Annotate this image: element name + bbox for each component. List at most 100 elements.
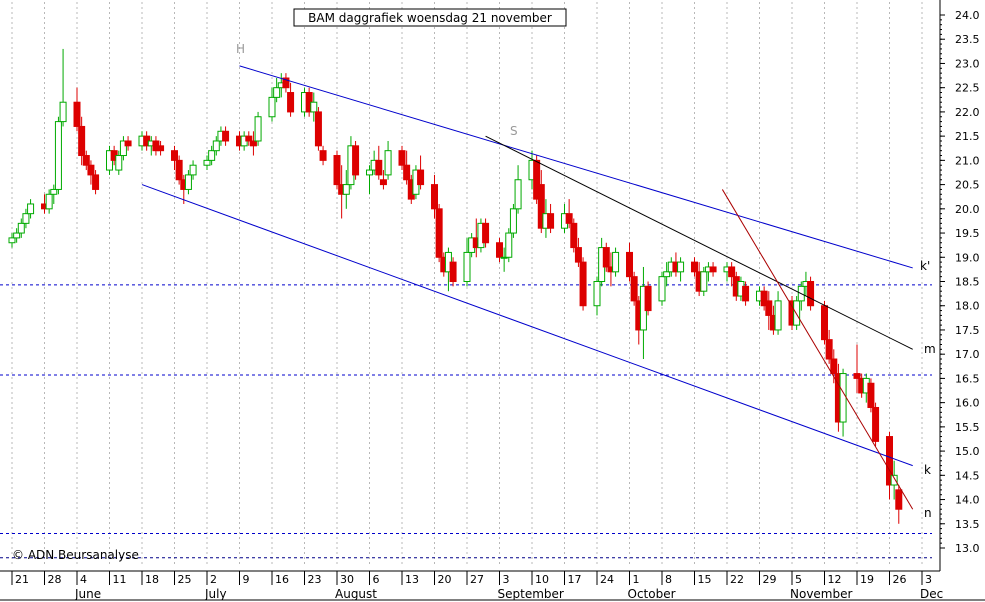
x-tick-label: 3	[925, 573, 932, 586]
candle-body-up	[203, 159, 211, 166]
candle-body-down	[287, 92, 295, 113]
candle-body-up	[366, 169, 373, 176]
candle-body-down	[333, 155, 341, 186]
candle-body-up	[384, 150, 392, 176]
x-tick-label: 13	[405, 573, 419, 586]
trend-label: k	[924, 463, 931, 477]
y-tick-label: 18.5	[955, 276, 980, 289]
candle-body-down	[579, 261, 587, 307]
candle-body-up	[774, 300, 782, 331]
candle-body-down	[352, 145, 360, 176]
candle-body-down	[872, 406, 880, 442]
candle-body-down	[867, 382, 875, 408]
candle-body-down	[379, 179, 387, 186]
candle-body-up	[658, 276, 666, 302]
x-tick-label: 24	[600, 573, 614, 586]
y-tick-label: 15.0	[955, 445, 980, 458]
candle-body-up	[612, 251, 620, 273]
copyright-text: © ADN Beursanalyse	[12, 548, 139, 562]
candle-body-up	[505, 232, 513, 258]
candle-body-down	[565, 213, 573, 224]
candle-body-down	[570, 222, 578, 249]
candlesticks	[8, 48, 903, 524]
candle-body-up	[509, 208, 517, 234]
candle-body-up	[839, 373, 847, 423]
candle-body-down	[825, 339, 833, 360]
trend-line-k-prime	[239, 65, 913, 269]
x-tick-label: 18	[145, 573, 159, 586]
candle-body-up	[8, 237, 16, 244]
candle-body-up	[463, 251, 471, 283]
candle-body-down	[602, 247, 610, 268]
candle-body-down	[742, 285, 750, 302]
candle-body-down	[644, 285, 652, 312]
candle-body-down	[760, 290, 768, 307]
candle-body-down	[87, 164, 95, 176]
candle-body-down	[895, 489, 903, 510]
candle-body-up	[793, 300, 801, 326]
x-tick-label: 21	[15, 573, 29, 586]
grid-layer	[11, 2, 923, 566]
y-tick-label: 20.0	[955, 203, 980, 216]
candle-body-up	[310, 101, 318, 113]
candle-body-down	[431, 184, 438, 210]
y-tick-label: 19.5	[955, 227, 980, 240]
candle-body-up	[115, 155, 123, 171]
y-tick-label: 22.5	[955, 82, 980, 95]
y-tick-label: 18.0	[955, 300, 980, 313]
chart-title-text: BAM daggrafiek woensdag 21 november	[308, 11, 552, 25]
y-tick-label: 17.0	[955, 348, 980, 361]
x-tick-label: 2	[210, 573, 217, 586]
trend-lines	[141, 65, 914, 510]
candle-body-down	[175, 159, 183, 181]
candle-body-down	[82, 155, 90, 166]
x-tick-label: 4	[80, 573, 87, 586]
y-tick-label: 15.5	[955, 421, 980, 434]
candle-body-up	[189, 164, 197, 176]
candle-body-up	[890, 474, 898, 486]
candle-body-up	[17, 222, 25, 234]
candle-body-up	[59, 101, 67, 123]
y-tick-label: 17.5	[955, 324, 980, 337]
x-tick-label: 12	[828, 573, 842, 586]
candle-body-down	[853, 373, 861, 379]
y-tick-label: 16.5	[955, 372, 980, 385]
candle-body-down	[765, 300, 773, 316]
x-tick-label: 26	[893, 573, 907, 586]
candle-body-down	[249, 140, 257, 147]
trend-label: n	[924, 506, 932, 520]
candle-body-down	[830, 358, 838, 375]
candle-body-down	[282, 77, 290, 89]
candle-body-down	[574, 247, 582, 263]
trend-line-m	[485, 135, 913, 350]
x-tick-label: 28	[48, 573, 62, 586]
candle-body-up	[208, 150, 216, 161]
y-tick-label: 23.0	[955, 57, 980, 70]
candle-body-up	[342, 184, 350, 195]
x-tick-label: 20	[438, 573, 452, 586]
candle-body-up	[268, 96, 276, 118]
candle-body-up	[184, 174, 192, 190]
x-tick-label: 22	[730, 573, 744, 586]
annotations: k' m k n H S	[236, 42, 936, 520]
candle-body-up	[663, 271, 671, 278]
y-tick-label: 24.0	[955, 9, 980, 22]
candle-body-down	[245, 135, 253, 142]
y-tick-label: 14.5	[955, 469, 980, 482]
candle-body-down	[482, 222, 490, 244]
x-tick-label: 1	[633, 573, 640, 586]
candle-body-down	[222, 130, 230, 142]
y-tick-label: 13.5	[955, 518, 980, 531]
horizontal-levels	[0, 284, 932, 559]
trend-line-k	[141, 184, 913, 467]
candle-body-up	[677, 261, 685, 273]
y-tick-label: 21.5	[955, 130, 980, 143]
trend-label: m	[924, 342, 936, 356]
month-label: September	[498, 587, 564, 601]
candle-body-down	[92, 174, 100, 190]
chart-title: BAM daggrafiek woensdag 21 november	[293, 8, 567, 27]
x-tick-label: 25	[178, 573, 192, 586]
